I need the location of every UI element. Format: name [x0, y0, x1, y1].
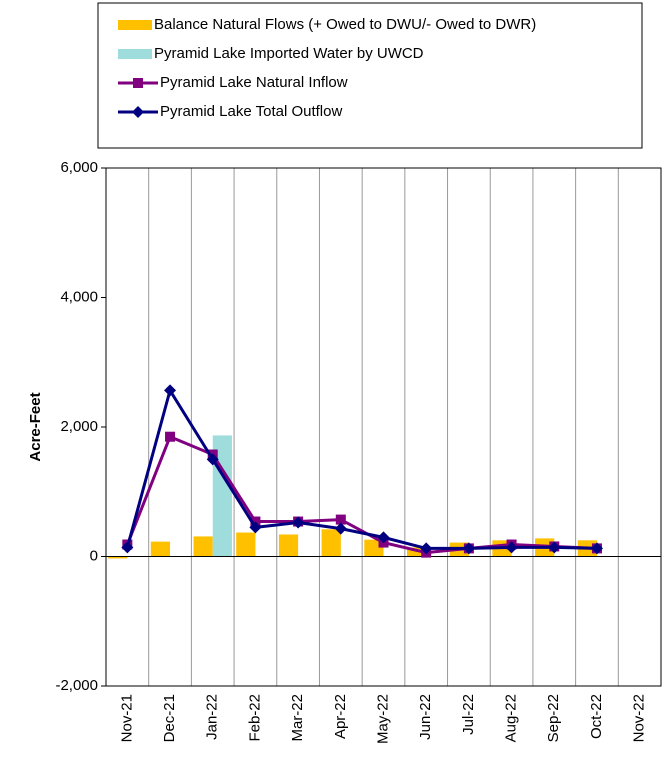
- x-tick-label: Nov-22: [631, 694, 648, 742]
- y-tick-label: 4,000: [60, 288, 98, 305]
- line-marker: [164, 384, 177, 397]
- legend-label: Pyramid Lake Imported Water by UWCD: [154, 45, 424, 62]
- legend-swatch: [118, 20, 152, 30]
- line-marker: [505, 541, 518, 554]
- x-tick-label: Oct-22: [588, 694, 605, 739]
- legend-marker: [132, 106, 144, 118]
- x-tick-label: Mar-22: [289, 694, 306, 742]
- line: [125, 434, 598, 555]
- x-tick-label: Jan-22: [204, 694, 221, 740]
- line-marker: [249, 521, 262, 534]
- line: [125, 386, 597, 550]
- bar: [193, 536, 213, 557]
- line-marker: [377, 531, 390, 544]
- plot-area: [106, 168, 661, 686]
- y-tick-label: -2,000: [55, 677, 98, 694]
- line-marker: [462, 542, 475, 555]
- line-marker: [165, 431, 176, 442]
- bar: [236, 532, 256, 557]
- y-tick-label: 6,000: [60, 159, 98, 176]
- y-tick-label: 0: [90, 547, 98, 564]
- line-marker: [121, 541, 134, 554]
- y-tick-label: 2,000: [60, 418, 98, 435]
- legend-label: Pyramid Lake Natural Inflow: [160, 74, 348, 91]
- y-axis-title: Acre-Feet: [27, 392, 44, 461]
- bar: [406, 547, 427, 557]
- bar: [150, 541, 171, 557]
- line-marker: [548, 541, 561, 554]
- legend-swatch: [118, 49, 152, 59]
- line-marker: [590, 542, 603, 555]
- bar: [321, 529, 341, 557]
- x-tick-label: Dec-21: [161, 694, 178, 742]
- line-marker: [334, 522, 347, 535]
- x-tick-label: Feb-22: [246, 694, 263, 742]
- bar: [278, 534, 299, 557]
- x-tick-label: Jul-22: [460, 694, 477, 735]
- line-marker: [292, 516, 305, 529]
- x-tick-label: Jun-22: [417, 694, 434, 740]
- x-tick-label: Nov-21: [118, 694, 135, 742]
- legend-marker: [133, 78, 143, 88]
- x-tick-label: Apr-22: [332, 694, 349, 739]
- legend-label: Balance Natural Flows (+ Owed to DWU/- O…: [154, 16, 536, 33]
- x-tick-label: Sep-22: [545, 694, 562, 742]
- legend-label: Pyramid Lake Total Outflow: [160, 103, 342, 120]
- x-tick-label: Aug-22: [503, 694, 520, 742]
- bar: [108, 556, 128, 559]
- legend-box: [97, 2, 643, 149]
- line-marker: [335, 514, 346, 525]
- line-marker: [420, 542, 433, 555]
- x-tick-label: May-22: [374, 694, 391, 744]
- line-marker: [206, 453, 219, 466]
